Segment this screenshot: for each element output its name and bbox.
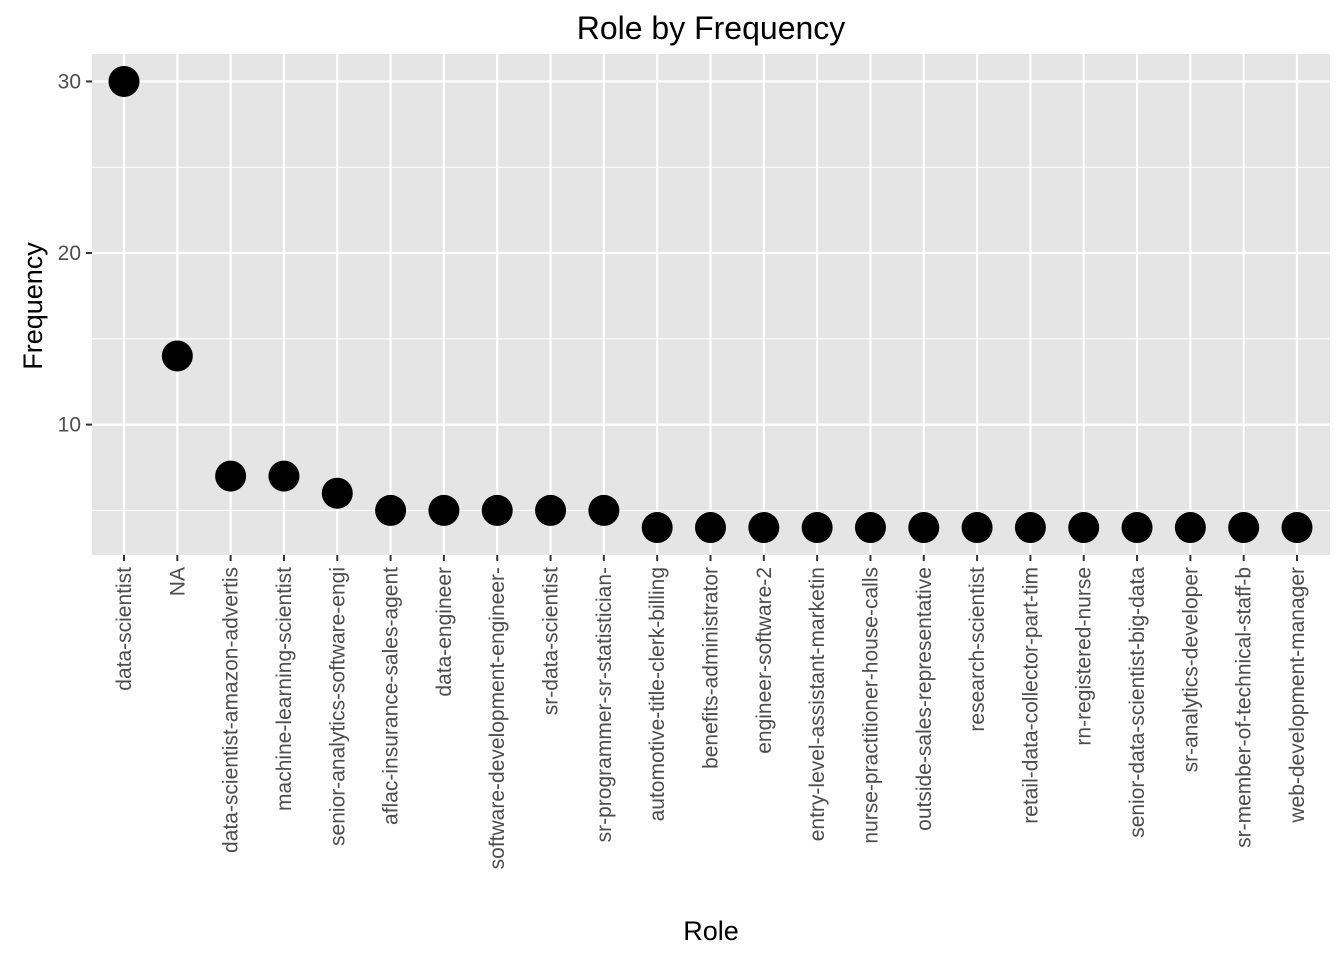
x-tick-label: retail-data-collector-part-tim [1019,567,1042,824]
y-tick-label: 30 [58,70,81,93]
data-point [481,494,513,526]
x-tick-label: senior-analytics-software-engi [326,567,349,846]
x-tick-label: entry-level-assistant-marketin [806,567,829,841]
data-point [961,512,993,544]
y-axis: 10 20 30 [58,70,92,437]
x-tick-label: benefits-administrator [700,567,723,769]
x-tick-label: nurse-practitioner-house-calls [859,567,882,844]
data-point [535,494,567,526]
x-tick-label: data-scientist-amazon-advertis [220,567,243,853]
x-tick-label: software-development-engineer- [486,567,509,869]
x-axis: data-scientist NA data-scientist-amazon-ad… [113,555,1309,869]
chart-title: Role by Frequency [577,10,846,46]
x-tick-label: sr-data-scientist [540,567,563,715]
x-tick-label: research-scientist [966,567,989,732]
data-point [1281,512,1313,544]
data-point [268,460,300,492]
x-tick-label: data-scientist [113,567,136,691]
data-point [375,494,407,526]
x-tick-label: machine-learning-scientist [273,567,296,811]
data-point [1174,512,1206,544]
x-tick-label: data-engineer [433,567,456,697]
data-point [748,512,780,544]
data-point [428,494,460,526]
x-tick-label: sr-analytics-developer [1179,567,1202,772]
x-tick-label: sr-member-of-technical-staff-b [1233,567,1256,848]
x-tick-label: engineer-software-2 [753,567,776,754]
data-point [1068,512,1100,544]
data-point [321,477,353,509]
y-axis-title: Frequency [18,242,48,370]
y-tick-label: 20 [58,242,81,265]
x-tick-label: rn-registered-nurse [1073,567,1096,746]
x-tick-label: aflac-insurance-sales-agent [380,567,403,825]
data-point [908,512,940,544]
x-tick-label: senior-data-scientist-big-data [1126,567,1149,838]
data-point [695,512,726,544]
x-tick-label: NA [166,567,189,596]
data-point [801,512,833,544]
data-point [215,460,247,492]
data-point [1228,512,1260,544]
data-point [641,512,673,544]
data-point [108,65,140,97]
x-tick-label: sr-programmer-sr-statistician- [593,567,616,842]
data-point [161,340,193,372]
x-tick-label: web-development-manager [1286,567,1309,824]
data-point [588,494,620,526]
x-tick-label: automotive-title-clerk-billing [646,567,669,821]
data-point [854,512,886,544]
x-tick-label: outside-sales-representative [913,567,936,831]
x-axis-title: Role [683,916,739,946]
data-point [1121,512,1153,544]
y-tick-label: 10 [58,414,81,437]
major-gridlines [92,54,1330,555]
data-points [108,65,1313,544]
data-point [1014,512,1046,544]
